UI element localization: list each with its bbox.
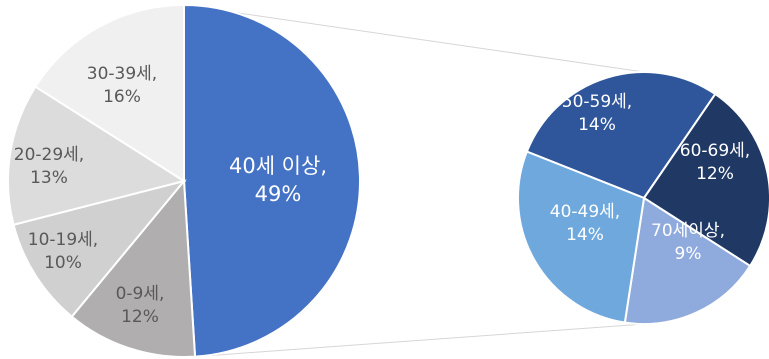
detail-pie-slice-2 (623, 196, 752, 325)
detail-pie-label-3-category: 40-49세, (550, 202, 620, 222)
main-pie-label-3: 20-29세, 13% (14, 145, 84, 188)
detail-pie-label-1-value: 12% (696, 164, 734, 184)
main-pie-label-1-category: 0-9세, (116, 284, 165, 304)
main-pie-label-2: 10-19세, 10% (28, 230, 98, 273)
detail-pie-label-3: 40-49세, 14% (550, 202, 620, 245)
connector-line-top (183, 4, 645, 73)
detail-pie-label-2: 70세이상, 9% (651, 221, 725, 264)
detail-pie-label-0: 50-59세, 14% (562, 92, 632, 135)
main-pie-slice-2 (12, 179, 187, 319)
detail-pie-slice-3 (517, 150, 646, 324)
main-pie-label-0-category: 40세 이상, (229, 154, 327, 178)
connector-line-bottom (195, 323, 645, 358)
main-pie-label-4-category: 30-39세, (87, 64, 157, 84)
detail-pie-label-0-category: 50-59세, (562, 92, 632, 112)
detail-pie-label-0-value: 14% (578, 115, 616, 135)
detail-pie-label-1: 60-69세, 12% (680, 141, 750, 184)
detail-pie-label-1-category: 60-69세, (680, 141, 750, 161)
main-pie-label-2-value: 10% (44, 253, 82, 273)
main-pie-label-1-value: 12% (121, 307, 159, 327)
main-pie-label-0-value: 49% (255, 182, 302, 206)
main-pie-label-3-value: 13% (30, 168, 68, 188)
main-pie-label-3-category: 20-29세, (14, 145, 84, 165)
main-pie-label-1: 0-9세, 12% (116, 284, 165, 327)
main-pie-label-0: 40세 이상, 49% (229, 154, 327, 206)
main-pie-label-4: 30-39세, 16% (87, 64, 157, 107)
main-pie-label-4-value: 16% (103, 87, 141, 107)
main-pie-slice-1 (70, 178, 197, 358)
detail-pie-label-2-value: 9% (675, 244, 702, 264)
main-pie-label-2-category: 10-19세, (28, 230, 98, 250)
detail-pie-label-3-value: 14% (566, 225, 604, 245)
detail-pie-label-2-category: 70세이상, (651, 221, 725, 241)
detail-pie-slice-1 (642, 92, 769, 268)
main-pie-slice-4 (34, 3, 185, 183)
detail-pie-slice-0 (525, 71, 717, 200)
main-pie-slice-0 (183, 3, 361, 358)
main-pie-slice-3 (7, 85, 187, 226)
